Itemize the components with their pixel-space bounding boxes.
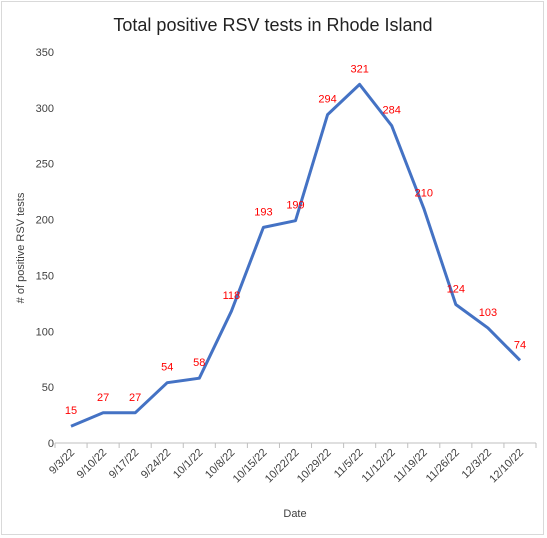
x-tick-label: 11/19/22	[392, 447, 430, 485]
y-tick-label: 50	[42, 382, 54, 394]
y-axis-title: # of positive RSV tests	[15, 192, 27, 303]
y-tick-label: 100	[36, 326, 54, 338]
y-tick-label: 350	[36, 47, 54, 59]
data-label: 118	[223, 290, 241, 302]
x-axis-ticks: 9/3/229/10/229/17/229/24/2210/1/2210/8/2…	[47, 443, 537, 486]
data-label: 124	[447, 283, 465, 295]
x-tick-label: 10/1/22	[171, 447, 205, 481]
x-tick-label: 9/17/22	[107, 447, 141, 481]
x-tick-label: 11/12/22	[360, 447, 398, 485]
x-tick-label: 12/10/22	[487, 447, 526, 486]
x-axis-title: Date	[283, 508, 306, 520]
x-tick-label: 9/24/22	[139, 447, 173, 481]
data-labels: 15 27 27 54 58 118 193 199 294 321 284 210 124 103 74	[65, 63, 526, 417]
data-label: 193	[254, 206, 272, 218]
data-label: 58	[193, 357, 205, 369]
data-label: 321	[350, 63, 368, 75]
x-tick-label: 9/3/22	[47, 447, 77, 477]
data-label: 74	[514, 339, 526, 351]
data-label: 284	[383, 105, 401, 117]
x-tick-label: 10/29/22	[295, 447, 334, 486]
data-label: 27	[97, 392, 109, 404]
chart-title: Total positive RSV tests in Rhode Island	[113, 15, 432, 35]
x-tick-label: 10/22/22	[263, 447, 302, 486]
x-tick-label: 11/26/22	[424, 447, 462, 485]
data-label: 294	[318, 94, 336, 106]
data-label: 54	[161, 362, 173, 374]
y-tick-label: 300	[36, 103, 54, 115]
y-tick-label: 0	[48, 438, 54, 450]
x-tick-label: 10/15/22	[231, 447, 270, 486]
data-label: 15	[65, 405, 77, 417]
y-tick-label: 150	[36, 270, 54, 282]
data-label: 199	[286, 200, 304, 212]
series-line	[70, 82, 522, 428]
y-tick-label: 250	[36, 159, 54, 171]
data-label: 27	[129, 392, 141, 404]
data-label: 103	[479, 307, 497, 319]
y-axis-ticks: 0 50 100 150 200 250 300 350	[36, 47, 54, 450]
data-label: 210	[415, 187, 433, 199]
x-tick-label: 9/10/22	[75, 447, 109, 481]
y-tick-label: 200	[36, 215, 54, 227]
